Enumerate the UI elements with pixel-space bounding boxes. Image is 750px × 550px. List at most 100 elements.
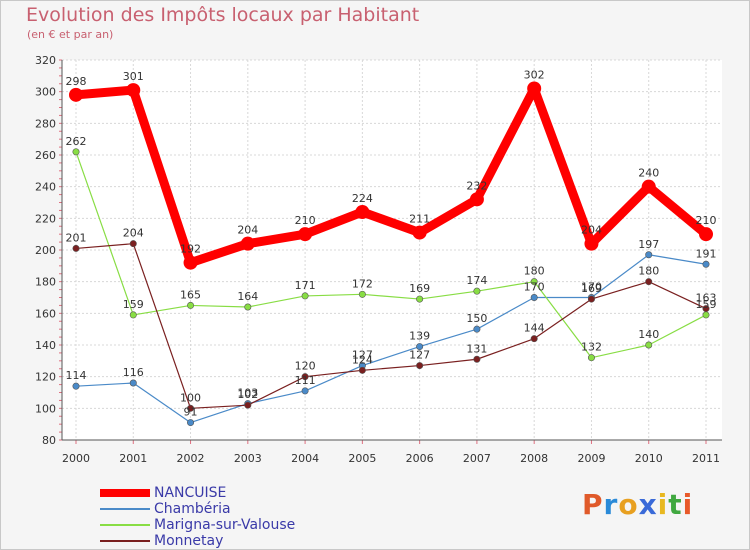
- data-label: 103: [237, 387, 258, 400]
- data-point: [587, 354, 595, 362]
- y-tick-label: 320: [35, 54, 56, 67]
- x-tick-label: 2009: [577, 452, 605, 465]
- legend-label: Marigna-sur-Valouse: [154, 517, 296, 533]
- legend-swatch: [100, 540, 150, 542]
- x-tick-label: 2001: [119, 452, 147, 465]
- data-label: 204: [123, 227, 144, 240]
- logo-letter: i: [657, 488, 669, 521]
- data-label: 91: [184, 406, 198, 419]
- logo-letter: P: [582, 488, 604, 521]
- data-label: 114: [66, 369, 87, 382]
- data-point: [183, 255, 198, 270]
- x-tick-label: 2000: [62, 452, 90, 465]
- data-point: [358, 290, 366, 298]
- x-tick-label: 2002: [177, 452, 205, 465]
- y-tick-label: 180: [35, 276, 56, 289]
- x-tick-label: 2007: [463, 452, 491, 465]
- data-label: 174: [466, 274, 487, 287]
- series-line-Chambéria: [75, 254, 707, 424]
- data-label: 164: [237, 290, 258, 303]
- data-label: 131: [466, 342, 487, 355]
- data-label: 210: [696, 214, 717, 227]
- y-tick-label: 220: [35, 212, 56, 225]
- data-label: 159: [696, 298, 717, 311]
- y-tick-label: 240: [35, 181, 56, 194]
- data-label: 180: [524, 265, 545, 278]
- proxiti-logo: Proxiti: [582, 488, 693, 521]
- data-label: 170: [581, 281, 602, 294]
- data-point: [129, 379, 137, 387]
- data-label: 124: [352, 353, 373, 366]
- y-tick-label: 160: [35, 307, 56, 320]
- y-tick-label: 100: [35, 402, 56, 415]
- data-label: 120: [295, 360, 316, 373]
- data-point: [473, 325, 481, 333]
- data-point: [702, 311, 710, 319]
- data-label: 140: [638, 328, 659, 341]
- data-point: [530, 335, 538, 343]
- logo-letter: o: [618, 488, 639, 521]
- data-point: [126, 83, 141, 98]
- data-point: [412, 225, 427, 240]
- data-point: [72, 148, 80, 156]
- data-point: [69, 87, 83, 102]
- data-point: [584, 236, 599, 251]
- y-tick-label: 140: [35, 339, 56, 352]
- data-point: [416, 362, 424, 370]
- data-point: [129, 240, 137, 248]
- data-label: 262: [66, 135, 87, 148]
- series-line-Monnetay: [75, 243, 707, 409]
- data-label: 301: [123, 70, 144, 83]
- data-point: [187, 404, 195, 412]
- data-label: 169: [581, 282, 602, 295]
- legend-label: Monnetay: [154, 533, 224, 549]
- data-label: 100: [180, 391, 201, 404]
- x-tick-label: 2006: [406, 452, 434, 465]
- data-label: 191: [696, 247, 717, 260]
- data-point: [244, 401, 252, 409]
- data-point: [129, 311, 137, 319]
- legend-label: NANCUISE: [154, 485, 227, 501]
- y-tick-label: 120: [35, 371, 56, 384]
- data-label: 211: [409, 213, 430, 226]
- chart-title: Evolution des Impôts locaux par Habitant: [26, 4, 420, 26]
- chart-subtitle: (en € et par an): [27, 28, 114, 41]
- data-point: [473, 287, 481, 295]
- x-tick-label: 2003: [234, 452, 262, 465]
- legend-swatch: [100, 489, 150, 497]
- data-label: 144: [524, 322, 545, 335]
- data-point: [187, 419, 195, 427]
- data-label: 192: [180, 243, 201, 256]
- data-point: [473, 355, 481, 363]
- data-point: [527, 81, 542, 96]
- series-line-NANCUISE: [71, 84, 711, 268]
- data-point: [645, 278, 653, 286]
- data-label: 170: [524, 281, 545, 294]
- x-tick-label: 2005: [348, 452, 376, 465]
- data-label: 116: [123, 366, 144, 379]
- data-point: [702, 305, 710, 313]
- legend-item: Monnetay: [100, 533, 295, 549]
- data-point: [641, 179, 656, 194]
- data-point: [587, 295, 595, 303]
- data-label: 159: [123, 298, 144, 311]
- data-point: [301, 387, 309, 395]
- data-label: 197: [638, 238, 659, 251]
- data-point: [358, 366, 366, 374]
- data-label: 171: [295, 279, 316, 292]
- data-point: [72, 244, 80, 252]
- data-label: 111: [295, 374, 316, 387]
- data-point: [301, 292, 309, 300]
- legend-item: Marigna-sur-Valouse: [100, 517, 295, 533]
- data-label: 127: [409, 349, 430, 362]
- legend-item: NANCUISE: [100, 485, 295, 501]
- data-point: [699, 227, 713, 242]
- data-label: 169: [409, 282, 430, 295]
- data-point: [298, 227, 313, 242]
- data-label: 204: [237, 224, 258, 237]
- data-label: 302: [524, 69, 545, 82]
- data-label: 102: [237, 388, 258, 401]
- legend-swatch: [100, 508, 150, 510]
- legend: NANCUISE Chambéria Marigna-sur-Valouse Monn…: [100, 485, 295, 549]
